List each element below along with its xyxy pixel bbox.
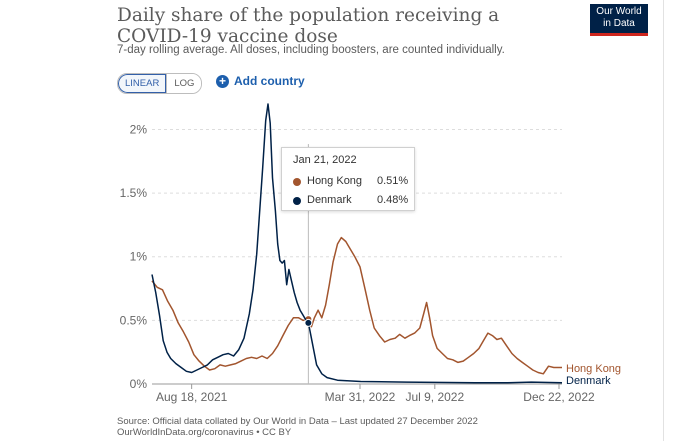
add-country-label: Add country	[234, 74, 305, 88]
x-tick-label: Dec 22, 2022	[523, 390, 595, 404]
source-line-2[interactable]: OurWorldInData.org/coronavirus • CC BY	[117, 427, 292, 438]
log-scale-button[interactable]: LOG	[167, 74, 202, 93]
y-tick-label: 1.5%	[120, 186, 148, 200]
denmark-label: Denmark	[566, 375, 611, 387]
logo-line-1: Our World	[596, 6, 642, 17]
hong-kong-line	[151, 236, 562, 375]
tooltip-name: Denmark	[307, 194, 352, 206]
linear-scale-button[interactable]: LINEAR	[118, 74, 168, 93]
tooltip-row-denmark: Denmark 0.48%	[293, 194, 413, 208]
chart-subtitle: 7-day rolling average. All doses, includ…	[117, 44, 505, 56]
source-line-1: Source: Official data collated by Our Wo…	[117, 416, 478, 427]
owid-logo[interactable]: Our World in Data	[590, 4, 648, 36]
tooltip-name: Hong Kong	[307, 175, 363, 187]
logo-line-2: in Data	[603, 18, 635, 29]
chart-title: Daily share of the population receiving …	[117, 5, 500, 47]
add-country-button[interactable]: + Add country	[216, 74, 305, 88]
chart-panel: Daily share of the population receiving …	[0, 0, 664, 441]
source-note: Source: Official data collated by Our Wo…	[117, 416, 478, 438]
scale-toggle: LINEAR LOG	[117, 73, 203, 94]
denmark-line	[151, 103, 563, 384]
x-tick-label: Aug 18, 2021	[156, 390, 228, 404]
x-tick-label: Mar 31, 2022	[325, 390, 396, 404]
series-lines	[151, 103, 563, 384]
y-tick-label: 2%	[130, 122, 148, 136]
y-tick-label: 0%	[130, 377, 148, 391]
y-tick-label: 0.5%	[120, 313, 148, 327]
tooltip-value: 0.48%	[377, 194, 409, 206]
tooltip-date: Jan 21, 2022	[293, 154, 357, 166]
denmark-dot-icon	[293, 197, 301, 205]
tooltip-value: 0.51%	[377, 175, 409, 187]
x-tick-label: Jul 9, 2022	[405, 390, 464, 404]
x-axis-ticks: Aug 18, 2021 Mar 31, 2022 Jul 9, 2022 Dec 2…	[156, 384, 595, 404]
hong-kong-dot-icon	[293, 178, 301, 186]
line-chart[interactable]: 0% 0.5% 1% 1.5% 2% Aug 18, 2021 Mar 31, 2022 J…	[0, 0, 663, 441]
y-axis-ticks: 0% 0.5% 1% 1.5% 2%	[120, 122, 148, 391]
plus-circle-icon: +	[216, 74, 229, 88]
y-tick-label: 1%	[130, 250, 148, 264]
hong-kong-label: Hong Kong	[566, 363, 621, 375]
hover-tooltip: Jan 21, 2022 Hong Kong 0.51% Denmark 0.4…	[281, 147, 415, 211]
denmark-hover-point	[304, 318, 313, 327]
tooltip-row-hong-kong: Hong Kong 0.51%	[293, 175, 413, 189]
